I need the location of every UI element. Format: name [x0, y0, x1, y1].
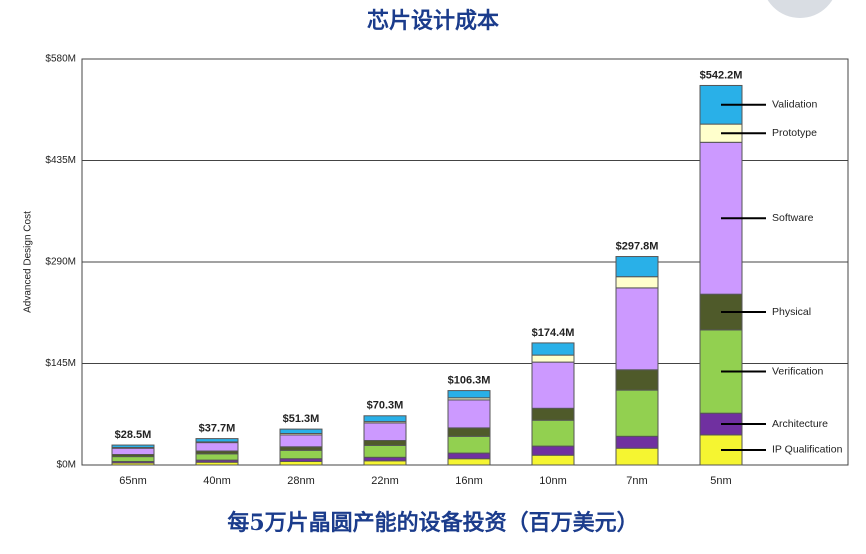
bar-segment: [111, 447, 155, 456]
bar-segment: [615, 256, 659, 278]
y-tick-label: $435M: [45, 155, 76, 166]
total-label: $70.3M: [367, 400, 404, 412]
bar-segment: [615, 276, 659, 289]
bar-segment: [447, 390, 491, 399]
x-tick-label: 7nm: [626, 475, 647, 487]
x-tick-label: 65nm: [119, 475, 147, 487]
bar-segment: [615, 287, 659, 371]
bar-segment: [195, 438, 239, 443]
bar-segment: [615, 435, 659, 449]
chart-subtitle: 每5万片晶圆产能的设备投资（百万美元）: [227, 510, 638, 536]
bar-segment: [363, 440, 407, 446]
legend-label: Validation: [772, 99, 817, 111]
chart-title: 芯片设计成本: [367, 8, 499, 34]
bar-segment: [279, 434, 323, 448]
y-tick-label: $0M: [57, 460, 76, 471]
bar-segment: [531, 361, 575, 409]
y-tick-label: $290M: [45, 257, 76, 268]
total-label: $297.8M: [616, 240, 659, 252]
total-label: $37.7M: [199, 423, 236, 435]
total-label: $28.5M: [115, 429, 152, 441]
x-tick-label: 10nm: [539, 475, 567, 487]
bar-segment: [447, 458, 491, 466]
bar-segment: [363, 444, 407, 458]
bar-segment: [279, 446, 323, 451]
y-axis-label: Advanced Design Cost: [23, 211, 34, 313]
bar-segment: [195, 453, 239, 461]
bar-segment: [447, 399, 491, 429]
bar-segment: [531, 454, 575, 466]
bar-segment: [195, 442, 239, 452]
bar-segment: [447, 435, 491, 454]
bar-segment: [111, 444, 155, 448]
decoration: [767, 0, 833, 18]
bar-segment: [615, 369, 659, 391]
total-label: $51.3M: [283, 413, 320, 425]
bar-segment: [279, 428, 323, 434]
legend-label: IP Qualification: [772, 444, 843, 456]
bar-segment: [111, 456, 155, 463]
bar-segment: [447, 452, 491, 460]
bar-segment: [363, 415, 407, 423]
bar-segment: [531, 419, 575, 447]
bar-segment: [531, 342, 575, 356]
legend-label: Verification: [772, 365, 824, 377]
legend-label: Prototype: [772, 127, 817, 139]
total-label: $174.4M: [532, 327, 575, 339]
bar-segment: [531, 354, 575, 363]
bar-segment: [531, 407, 575, 421]
bar-segment: [615, 447, 659, 466]
total-label: $106.3M: [448, 374, 491, 386]
legend-label: Physical: [772, 306, 811, 318]
bar-segment: [531, 445, 575, 456]
bar-segment: [447, 427, 491, 437]
bar-segment: [363, 460, 407, 466]
y-tick-label: $580M: [45, 54, 76, 65]
bar-segment: [279, 461, 323, 466]
x-tick-label: 22nm: [371, 475, 399, 487]
x-tick-label: 5nm: [710, 475, 731, 487]
x-tick-label: 40nm: [203, 475, 231, 487]
bar-segment: [363, 456, 407, 462]
y-tick-label: $145M: [45, 358, 76, 369]
x-tick-label: 28nm: [287, 475, 315, 487]
total-label: $542.2M: [700, 69, 743, 81]
legend-label: Architecture: [772, 418, 828, 430]
x-tick-label: 16nm: [455, 475, 483, 487]
bar-segment: [615, 389, 659, 437]
legend-label: Software: [772, 212, 814, 224]
bar-segment: [363, 422, 407, 441]
bar-segment: [279, 449, 323, 460]
